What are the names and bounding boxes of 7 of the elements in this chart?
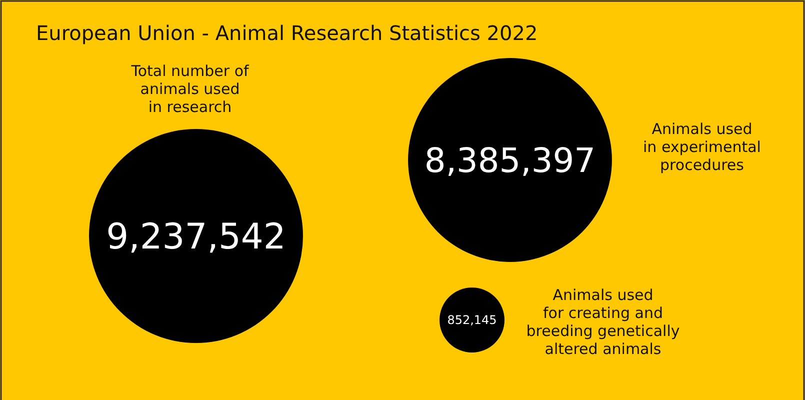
data-label: 9,237,542 [106,216,286,258]
category-label: Animals used for creating and breeding genetically altered animals [526,286,680,358]
category-label: Total number of animals used in research [130,62,250,116]
text: European Union - Animal Research Statistics 2022 [36,21,538,45]
data-label: 8,385,397 [424,140,596,180]
category-label: Animals used in experimental procedures [643,120,761,174]
data-label: 852,145 [447,313,497,328]
